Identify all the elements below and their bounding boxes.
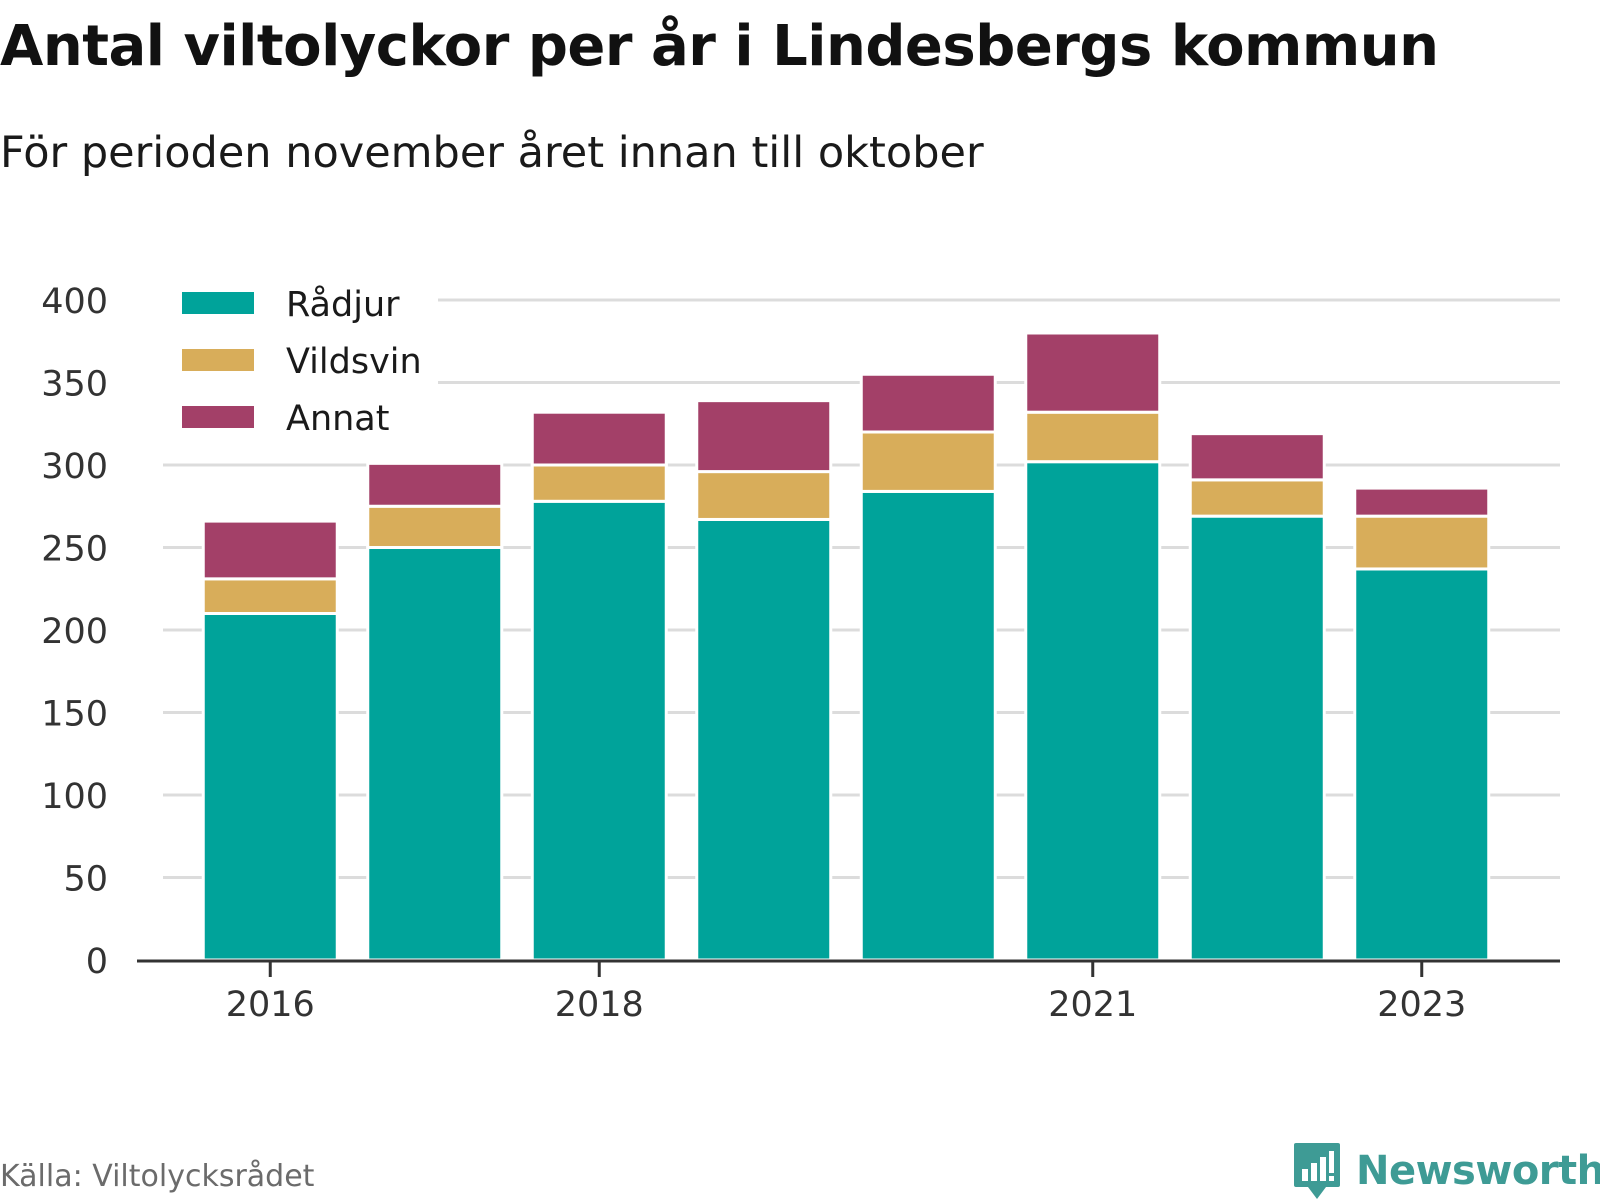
- x-tick-label-2021: 2021: [1048, 985, 1137, 1025]
- y-tick-label-350: 350: [41, 365, 108, 405]
- y-tick-label-150: 150: [41, 695, 108, 735]
- bar-2017-vildsvin: [366, 504, 504, 549]
- bar-2023-radjur: [1353, 567, 1491, 962]
- source-note: Källa: Viltolycksrådet: [0, 1159, 315, 1194]
- y-tick-label-50: 50: [63, 860, 108, 900]
- bar-2020-annat: [859, 372, 997, 434]
- y-axis-ticks: 0 50 100 150 200 250 300 350 400: [41, 282, 108, 982]
- legend-swatch-vildsvin: [182, 349, 254, 371]
- y-tick-label-400: 400: [41, 282, 108, 322]
- bar-2017-annat: [366, 461, 504, 508]
- bar-2020-radjur: [859, 489, 997, 962]
- bar-2022-annat: [1188, 432, 1326, 482]
- legend-label-radjur: Rådjur: [286, 284, 400, 325]
- bar-2020-vildsvin: [859, 430, 997, 493]
- y-tick-label-300: 300: [41, 447, 108, 487]
- bars: [201, 331, 1491, 962]
- legend-swatch-radjur: [182, 292, 254, 314]
- newsworthy-logo[interactable]: Newsworthy: [1292, 1140, 1600, 1202]
- legend-label-vildsvin: Vildsvin: [286, 342, 422, 382]
- bar-2022-vildsvin: [1188, 478, 1326, 518]
- bar-2016-vildsvin: [201, 577, 339, 616]
- legend-swatch-annat: [182, 406, 254, 428]
- chart-subtitle: För perioden november året innan till ok…: [0, 128, 984, 178]
- y-tick-label-200: 200: [41, 612, 108, 652]
- legend-label-annat: Annat: [286, 399, 389, 439]
- chart-title: Antal viltolyckor per år i Lindesbergs k…: [0, 14, 1439, 79]
- bar-2023-annat: [1353, 486, 1491, 518]
- bar-2021-annat: [1024, 331, 1162, 414]
- y-tick-label-100: 100: [41, 777, 108, 817]
- x-axis: 2016 2018 2021 2023: [137, 959, 1560, 1025]
- bar-2017-radjur: [366, 546, 504, 962]
- logo-text: Newsworthy: [1356, 1148, 1600, 1194]
- bar-2023-vildsvin: [1353, 514, 1491, 571]
- stacked-bar-chart: 0 50 100 150 200 250 300 350 400 Rådjur Vildsvin A…: [41, 278, 1560, 1025]
- bar-2019-annat: [695, 399, 833, 474]
- bar-2018-radjur: [530, 499, 668, 962]
- y-tick-label-250: 250: [41, 530, 108, 570]
- x-tick-label-2016: 2016: [226, 985, 315, 1025]
- y-tick-label-0: 0: [86, 942, 108, 982]
- x-tick-label-2018: 2018: [555, 985, 644, 1025]
- legend: Rådjur Vildsvin Annat: [163, 278, 438, 458]
- newsworthy-logo-icon: [1294, 1143, 1340, 1199]
- bar-2016-annat: [201, 519, 339, 581]
- bar-2016-radjur: [201, 612, 339, 962]
- bar-2021-radjur: [1024, 460, 1162, 962]
- bar-2022-radjur: [1188, 514, 1326, 962]
- bar-2019-vildsvin: [695, 470, 833, 521]
- bar-2018-annat: [530, 410, 668, 467]
- bar-2021-vildsvin: [1024, 410, 1162, 464]
- bar-2018-vildsvin: [530, 463, 668, 503]
- x-tick-label-2023: 2023: [1377, 985, 1466, 1025]
- bar-2019-radjur: [695, 517, 833, 962]
